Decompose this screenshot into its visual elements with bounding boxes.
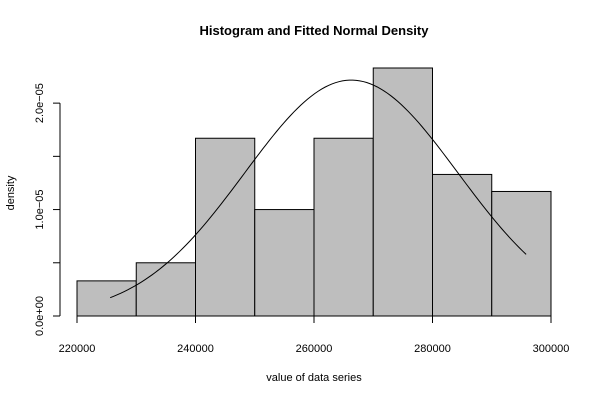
histogram-bar-3 xyxy=(195,137,256,317)
y-tick-label: 1.0e−05 xyxy=(34,190,46,230)
y-tick-label: 0.0e+00 xyxy=(34,296,46,336)
x-axis: 220000 240000 260000 280000 300000 xyxy=(59,315,570,355)
bars-group xyxy=(76,67,552,317)
x-tick-label: 300000 xyxy=(533,343,570,355)
x-tick-label: 220000 xyxy=(59,343,96,355)
x-tick-label: 280000 xyxy=(414,343,451,355)
histogram-bar-1 xyxy=(76,280,137,317)
histogram-bar-7 xyxy=(432,173,493,317)
y-tick-label: 2.0e−05 xyxy=(34,83,46,123)
y-axis: 0.0e+00 1.0e−05 2.0e−05 xyxy=(34,83,61,336)
histogram-bar-8 xyxy=(491,190,552,317)
histogram-bar-6 xyxy=(372,67,433,317)
x-tick-label: 240000 xyxy=(177,343,214,355)
histogram-bar-4 xyxy=(254,209,315,317)
histogram-bar-2 xyxy=(135,262,196,317)
x-axis-label: value of data series xyxy=(266,372,362,384)
y-axis-label: density xyxy=(5,175,17,210)
chart-title: Histogram and Fitted Normal Density xyxy=(200,23,430,38)
histogram-bar-5 xyxy=(313,137,374,317)
fitted-normal-curve xyxy=(109,79,527,299)
x-tick-label: 260000 xyxy=(296,343,333,355)
